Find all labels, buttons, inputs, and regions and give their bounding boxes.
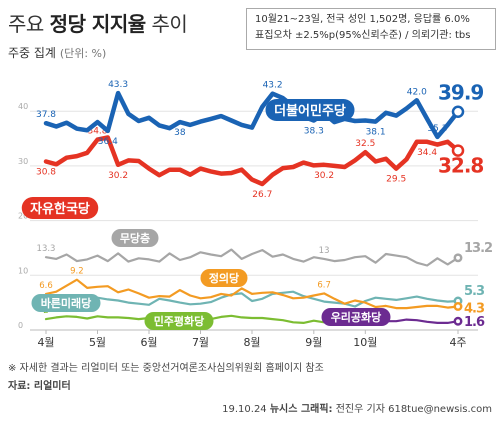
data-label-orange: 6.7: [317, 280, 331, 290]
x-tick-label: 8월: [243, 336, 260, 349]
legend-badge-bg: [111, 229, 159, 247]
x-tick-label: 4주: [449, 336, 466, 349]
legend-badge-label: 민주평화당: [154, 314, 205, 328]
data-label-hankook: 29.5: [386, 175, 406, 185]
legend-badge-bg: [21, 197, 99, 219]
data-label-minjoo: 37.8: [36, 110, 56, 120]
y-tick-label: 30: [18, 157, 28, 166]
page-title: 주요 정당 지지율 추이: [8, 12, 188, 36]
legend-badge-bg: [321, 308, 391, 326]
data-label-minjoo: 35.3: [427, 124, 447, 134]
legend-badge-purple: 우리공화당: [321, 308, 391, 326]
legend-badge-label: 더불어민주당: [274, 103, 346, 119]
subtitle: 주중 집계 (단위: %): [8, 46, 107, 60]
data-label-orange: 9.2: [70, 267, 84, 277]
legend-badge-orange: 정의당: [200, 269, 248, 287]
end-value-orange: 4.3: [464, 301, 485, 316]
data-label-minjoo: 43.3: [108, 80, 128, 90]
legend-badge-minjoo: 더불어민주당: [265, 99, 355, 121]
y-tick-label: 10: [18, 266, 28, 275]
end-value-hankook: 32.8: [438, 154, 483, 178]
legend-badge-hankook: 자유한국당: [21, 197, 99, 219]
credit-line: 19.10.24 뉴시스 그래픽: 전진우 기자 618tue@newsis.c…: [222, 404, 492, 415]
x-tick-label: 6월: [140, 336, 157, 349]
x-tick-label: 9월: [305, 336, 322, 349]
data-label-gray: 13: [319, 246, 330, 256]
data-label-hankook: 32.5: [355, 139, 375, 149]
legend-badge-label: 우리공화당: [331, 310, 382, 324]
survey-info-line1: 10월21~23일, 전국 성인 1,502명, 응답률 6.0%: [255, 14, 470, 25]
legend-badge-gray: 무당층: [111, 229, 159, 247]
data-label-hankook: 30.8: [36, 168, 56, 178]
end-marker-minjoo: [451, 105, 465, 118]
data-label-hankook: 30.2: [108, 171, 128, 181]
footnote: ※ 자세한 결과는 리얼미터 또는 중앙선거여론조사심의위원회 홈페이지 참조: [8, 363, 324, 374]
series-line-orange: [44, 278, 460, 310]
data-label-minjoo: 38: [174, 128, 186, 138]
legend-badge-label: 자유한국당: [30, 201, 90, 217]
unit-label: (단위: %): [59, 47, 107, 60]
x-tick-label: 4월: [37, 336, 54, 349]
legend-badge-label: 바른미래당: [41, 296, 92, 310]
y-tick-label: 0: [18, 321, 23, 330]
series-line-gray: [44, 248, 460, 267]
data-label-minjoo: 36.4: [98, 137, 118, 147]
data-label-hankook: 34.4: [417, 148, 437, 158]
legend-badge-bg: [200, 269, 248, 287]
survey-info-line2: 표집오차 ±2.5%p(95%신뢰수준) / 의뢰기관: tbs: [255, 30, 471, 41]
y-tick-label: 40: [18, 102, 28, 111]
end-value-gray: 13.2: [464, 241, 492, 256]
legend-badge-label: 무당층: [120, 231, 150, 245]
legend-badge-bg: [31, 294, 101, 312]
data-label-minjoo: 42.0: [407, 87, 427, 97]
end-value-purple: 1.6: [464, 315, 485, 330]
x-tick-label: 7월: [192, 336, 209, 349]
data-label-hankook: 30.2: [314, 171, 334, 181]
legend-badge-bg: [144, 312, 214, 330]
data-label-hankook: 34.8: [87, 127, 107, 137]
legend-badge-teal: 바른미래당: [31, 294, 101, 312]
data-label-gray: 13.3: [37, 244, 56, 254]
series-line-teal: [44, 290, 460, 308]
series-line-hankook: [43, 135, 461, 187]
x-tick-label: 5월: [89, 336, 106, 349]
data-label-orange: 6.6: [39, 281, 53, 291]
data-label-minjoo: 38.1: [366, 128, 386, 138]
series-line-minjoo: [43, 90, 461, 140]
data-label-hankook: 26.7: [252, 190, 272, 200]
survey-info-box: 10월21~23일, 전국 성인 1,502명, 응답률 6.0% 표집오차 ±…: [246, 8, 496, 50]
end-value-teal: 5.3: [464, 284, 485, 299]
x-tick-label: 10월: [353, 336, 377, 349]
legend-badge-bg: [265, 99, 355, 121]
data-label-minjoo: 38.3: [304, 126, 324, 136]
legend-badge-green: 민주평화당: [144, 312, 214, 330]
end-marker-purple: [453, 316, 463, 326]
end-value-minjoo: 39.9: [438, 81, 483, 105]
source-label: 자료: 리얼미터: [8, 381, 71, 392]
legend-badge-label: 정의당: [209, 271, 239, 285]
end-marker-orange: [453, 302, 463, 311]
end-marker-hankook: [451, 144, 465, 157]
data-label-minjoo: 43.2: [263, 81, 283, 91]
end-marker-gray: [453, 253, 463, 263]
y-tick-label: 20: [18, 212, 28, 221]
